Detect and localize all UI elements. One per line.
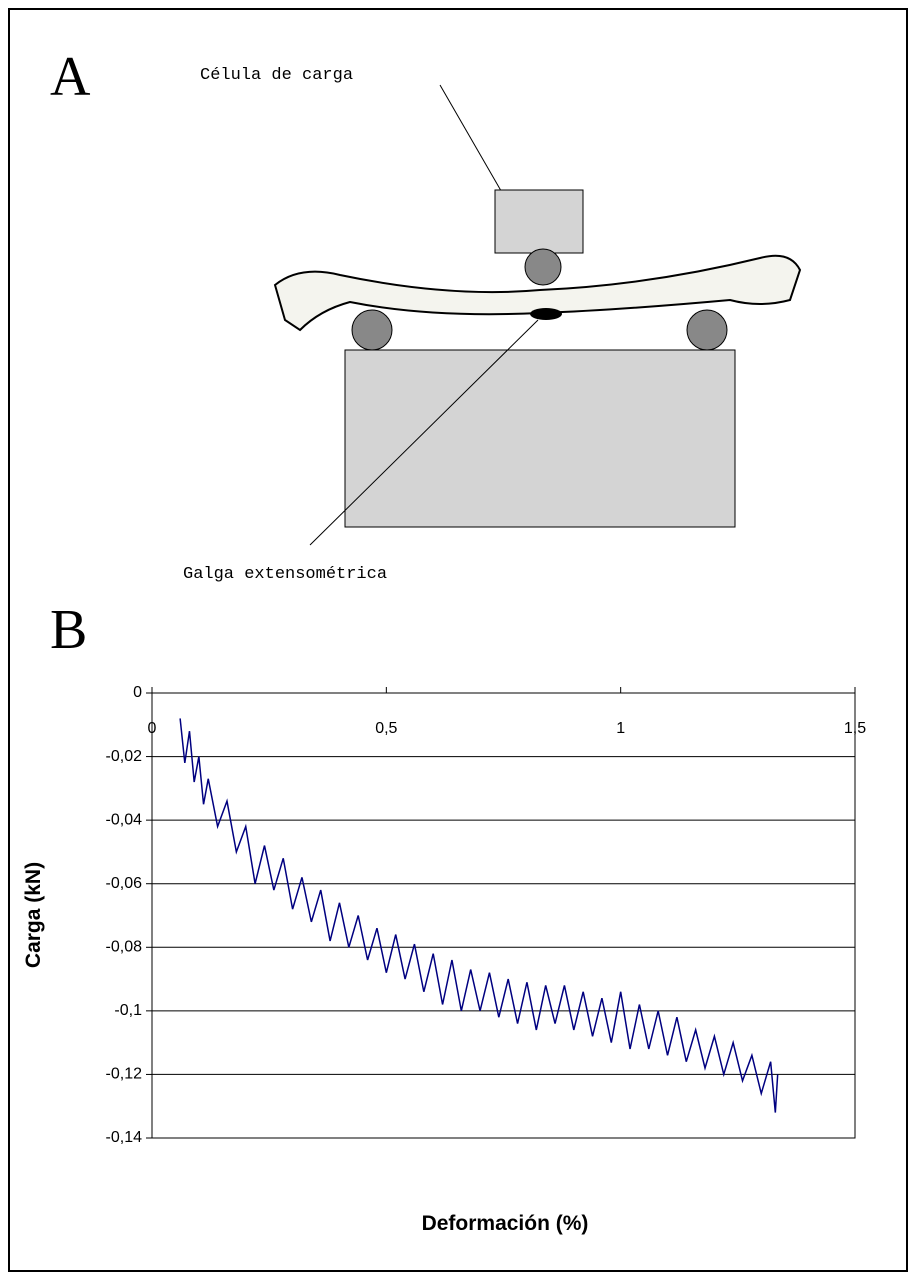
y-axis-label: Carga (kN)	[22, 862, 45, 968]
y-tick-label: -0,02	[106, 748, 143, 765]
data-line	[179, 718, 779, 1113]
x-tick-label: 1,5	[844, 720, 866, 737]
load-cell	[494, 189, 584, 254]
y-tick-label: -0,14	[106, 1129, 143, 1146]
load-roller	[524, 248, 562, 286]
load-cell-label: Célula de carga	[200, 66, 353, 85]
support-roller	[351, 309, 393, 351]
x-tick-label: 0,5	[375, 720, 397, 737]
x-tick-label: 0	[148, 720, 157, 737]
strain-gauge-label: Galga extensométrica	[183, 565, 387, 584]
support-roller	[686, 309, 728, 351]
y-tick-label: -0,06	[106, 875, 143, 892]
frame	[8, 8, 908, 1272]
panel-label: B	[50, 599, 87, 661]
x-tick-label: 1	[616, 720, 625, 737]
y-tick-label: -0,12	[106, 1066, 143, 1083]
y-tick-label: -0,1	[114, 1002, 142, 1019]
x-axis-label: Deformación (%)	[422, 1212, 589, 1235]
y-tick-label: -0,04	[106, 811, 143, 828]
y-tick-label: 0	[133, 684, 142, 701]
leader-line	[309, 319, 539, 546]
panel-label: A	[50, 46, 91, 108]
strain-gauge	[530, 308, 562, 320]
diagram: A Célula de carga Galga extensométrica	[50, 46, 802, 584]
base	[344, 349, 736, 528]
bone	[273, 254, 802, 332]
y-tick-label: -0,08	[106, 939, 143, 956]
plot-area	[151, 692, 856, 1139]
